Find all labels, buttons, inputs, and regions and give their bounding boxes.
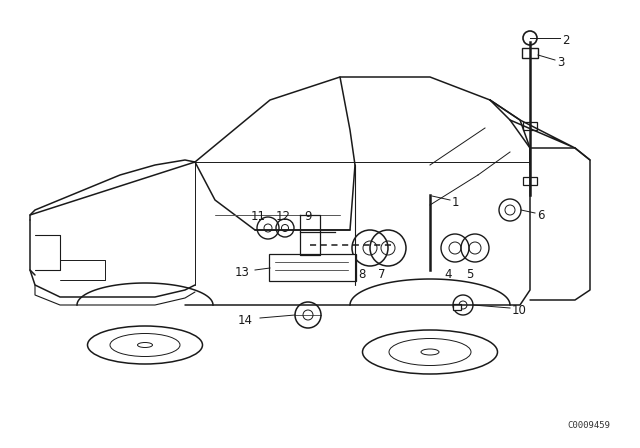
Ellipse shape xyxy=(362,330,497,374)
Text: 8: 8 xyxy=(358,268,365,281)
Text: 5: 5 xyxy=(467,268,474,281)
Text: 9: 9 xyxy=(304,210,312,223)
Text: C0009459: C0009459 xyxy=(567,421,610,430)
Text: 14: 14 xyxy=(238,314,253,327)
Ellipse shape xyxy=(389,339,471,366)
Text: 6: 6 xyxy=(537,208,545,221)
Text: 7: 7 xyxy=(378,268,386,281)
Ellipse shape xyxy=(88,326,202,364)
Text: 11: 11 xyxy=(250,210,266,223)
Bar xyxy=(523,177,537,185)
Text: 3: 3 xyxy=(557,56,564,69)
Bar xyxy=(523,122,537,130)
Text: 10: 10 xyxy=(512,303,527,316)
Ellipse shape xyxy=(110,333,180,357)
Text: 12: 12 xyxy=(275,210,291,223)
Text: 1: 1 xyxy=(452,195,460,208)
Ellipse shape xyxy=(421,349,439,355)
Bar xyxy=(522,48,538,58)
Bar xyxy=(453,304,461,310)
Ellipse shape xyxy=(138,343,152,348)
Text: 4: 4 xyxy=(444,268,452,281)
Text: 2: 2 xyxy=(562,34,570,47)
FancyBboxPatch shape xyxy=(269,254,356,281)
Text: 13: 13 xyxy=(235,266,250,279)
